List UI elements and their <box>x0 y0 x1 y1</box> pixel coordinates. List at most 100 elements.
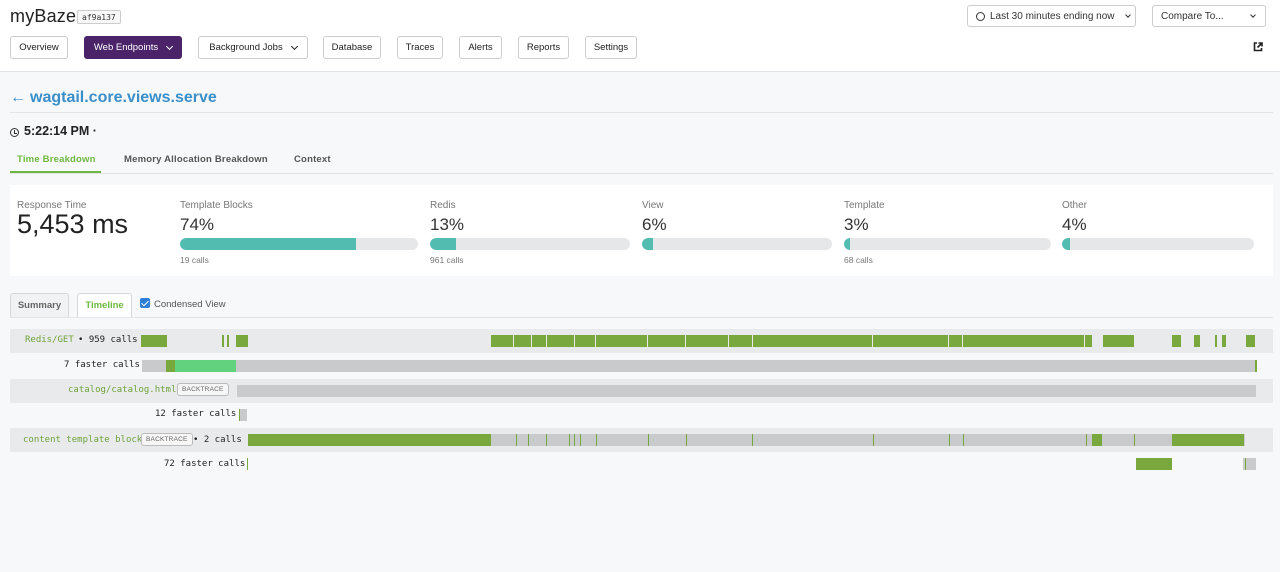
redis-bar <box>430 238 630 250</box>
time-range-select[interactable]: Last 30 minutes ending now <box>967 5 1136 27</box>
nav-background-jobs-label: Background Jobs <box>209 42 283 53</box>
redis-call-segment[interactable] <box>236 335 248 347</box>
content-block-tick <box>1086 434 1087 446</box>
redis-call-segment[interactable] <box>227 335 229 347</box>
content-block-segment[interactable] <box>1092 434 1102 446</box>
nav-web-endpoints[interactable]: Web Endpoints <box>84 36 182 59</box>
tab-memory-breakdown[interactable]: Memory Allocation Breakdown <box>124 154 268 165</box>
redis-call-segment[interactable] <box>222 335 224 347</box>
chevron-down-icon <box>290 42 298 50</box>
template-calls: 68 calls <box>844 255 873 265</box>
content-block-tick <box>546 434 547 446</box>
redis-faster-segment[interactable] <box>142 360 1256 372</box>
redis-faster-segment[interactable] <box>175 360 236 372</box>
catalog-faster-segment[interactable] <box>239 409 247 421</box>
redis-call-segment[interactable] <box>1246 335 1255 347</box>
external-link-icon[interactable] <box>1253 42 1263 52</box>
content-block-segment[interactable] <box>248 434 491 446</box>
catalog-faster-tick <box>239 409 240 421</box>
segment-divider <box>685 335 686 347</box>
redis-call-segment[interactable] <box>141 335 167 347</box>
content-block-tick <box>963 434 964 446</box>
redis-call-segment[interactable] <box>1215 335 1217 347</box>
content-block-segment[interactable] <box>248 434 1245 446</box>
nav-web-endpoints-label: Web Endpoints <box>93 42 159 53</box>
active-tab-indicator <box>10 171 101 173</box>
nav-database-label: Database <box>331 42 373 53</box>
redis-call-segment[interactable] <box>491 335 1092 347</box>
redis-faster-segment[interactable] <box>166 360 175 372</box>
content-faster-segment[interactable] <box>1136 458 1172 470</box>
content-block-tick <box>686 434 687 446</box>
template-blocks-calls: 19 calls <box>180 255 209 265</box>
segment-divider <box>872 335 873 347</box>
nav-background-jobs[interactable]: Background Jobs <box>198 36 308 59</box>
checkbox-checked-icon[interactable] <box>140 298 150 308</box>
condensed-view-label[interactable]: Condensed View <box>154 299 226 310</box>
content-faster-tick <box>1245 458 1246 470</box>
tab-context[interactable]: Context <box>294 154 331 165</box>
time-range-value: Last 30 minutes ending now <box>990 10 1115 22</box>
template-blocks-label: Template Blocks <box>180 200 253 211</box>
backtrace-button[interactable]: BACKTRACE <box>177 383 229 396</box>
nav-reports[interactable]: Reports <box>518 36 569 59</box>
template-fill <box>844 238 851 250</box>
redis-call-segment[interactable] <box>1172 335 1181 347</box>
content-block-segment[interactable] <box>1172 434 1244 446</box>
subtab-timeline[interactable]: Timeline <box>77 293 132 317</box>
catalog-template-segment[interactable] <box>237 385 1256 397</box>
template-blocks-pct: 74% <box>180 215 215 234</box>
tab-time-breakdown[interactable]: Time Breakdown <box>17 154 96 165</box>
back-arrow-icon[interactable]: ← <box>10 89 26 106</box>
nav-alerts[interactable]: Alerts <box>459 36 502 59</box>
template-pct: 3% <box>844 215 869 234</box>
chevron-down-icon <box>166 42 174 50</box>
endpoint-name[interactable]: wagtail.core.views.serve <box>30 89 217 106</box>
nav-database[interactable]: Database <box>323 36 381 59</box>
catalog-faster-calls: 12 faster calls <box>155 409 237 419</box>
redis-fill <box>430 238 456 250</box>
compare-select[interactable]: Compare To... <box>1152 5 1266 27</box>
clock-icon <box>10 128 19 137</box>
subtab-summary[interactable]: Summary <box>10 293 69 317</box>
nav-traces[interactable]: Traces <box>397 36 443 59</box>
content-faster-calls: 72 faster calls <box>164 459 246 469</box>
redis-call-segment[interactable] <box>1103 335 1134 347</box>
redis-call-segment[interactable] <box>1194 335 1200 347</box>
nav-alerts-label: Alerts <box>468 42 493 53</box>
other-bar <box>1062 238 1254 250</box>
view-pct: 6% <box>642 215 667 234</box>
segment-divider <box>513 335 514 347</box>
segment-divider <box>574 335 575 347</box>
view-label: View <box>642 200 664 211</box>
content-faster-segment[interactable] <box>1243 458 1256 470</box>
redis-faster-segment[interactable] <box>1255 360 1257 372</box>
app-name[interactable]: myBaze <box>10 6 77 26</box>
content-block-link[interactable]: content template block <box>23 435 143 445</box>
response-time-label: Response Time <box>17 200 87 211</box>
other-fill <box>1062 238 1070 250</box>
nav-reports-label: Reports <box>526 42 561 53</box>
redis-label: Redis <box>430 200 456 211</box>
backtrace-button[interactable]: BACKTRACE <box>141 433 193 446</box>
redis-get-link[interactable]: Redis/GET <box>25 335 74 345</box>
commit-badge: af9a137 <box>77 10 121 24</box>
template-blocks-fill <box>180 238 357 250</box>
content-block-tick <box>516 434 517 446</box>
catalog-template-link[interactable]: catalog/catalog.html <box>68 385 177 395</box>
segment-divider <box>531 335 532 347</box>
segment-divider <box>752 335 753 347</box>
chevron-down-icon <box>1124 11 1131 18</box>
clock-icon <box>976 11 985 21</box>
content-block-tick <box>580 434 581 446</box>
other-label: Other <box>1062 200 1088 211</box>
template-label: Template <box>844 200 885 211</box>
content-block-tick <box>574 434 575 446</box>
tabs-divider <box>10 173 1273 174</box>
segment-divider <box>728 335 729 347</box>
nav-settings[interactable]: Settings <box>585 36 637 59</box>
redis-call-segment[interactable] <box>1222 335 1226 347</box>
breakdown-panel <box>10 185 1273 276</box>
response-time-value: 5,453 ms <box>17 209 129 239</box>
nav-overview[interactable]: Overview <box>10 36 68 59</box>
